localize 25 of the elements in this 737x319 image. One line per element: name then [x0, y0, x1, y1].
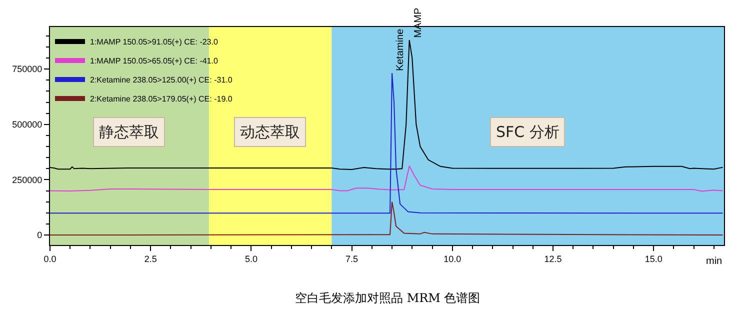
- line-series: [50, 72, 724, 214]
- x-tick-label: 15.0: [644, 254, 662, 264]
- legend-label: 1:MAMP 150.05>91.05(+) CE: -23.0: [90, 38, 218, 47]
- x-tick-label: 2.5: [144, 254, 157, 264]
- y-tick-label: 0: [37, 230, 42, 240]
- x-tick-label: 10.0: [444, 254, 462, 264]
- band-label: 静态萃取: [99, 123, 159, 141]
- x-tick-label: 12.5: [544, 254, 562, 264]
- y-tick-label: 750000: [12, 64, 42, 74]
- band-label: 动态萃取: [240, 123, 300, 141]
- annotation: MAMP: [412, 8, 424, 38]
- text: 空白毛发添加对照品 MRM 色谱图: [295, 291, 480, 305]
- y-tick-label: 500000: [12, 120, 42, 130]
- line-series: [50, 201, 724, 236]
- annotation: Ketamine: [395, 28, 406, 72]
- legend-label: 2:Ketamine 238.05>125.00(+) CE: -31.0: [90, 76, 233, 85]
- band-label: SFC 分析: [496, 123, 560, 141]
- x-tick-label: 7.5: [346, 254, 358, 264]
- x-tick-label: 0.0: [44, 254, 56, 264]
- x-axis-title: min: [706, 256, 722, 267]
- legend-label: 2:Ketamine 238.05>179.05(+) CE: -19.0: [90, 94, 233, 104]
- y-tick-label: 250000: [12, 174, 42, 185]
- legend-label: 1:MAMP 150.05>65.05(+) CE: -41.0: [90, 56, 218, 66]
- line-series: [50, 165, 724, 192]
- x-tick-label: 5.0: [244, 254, 258, 264]
